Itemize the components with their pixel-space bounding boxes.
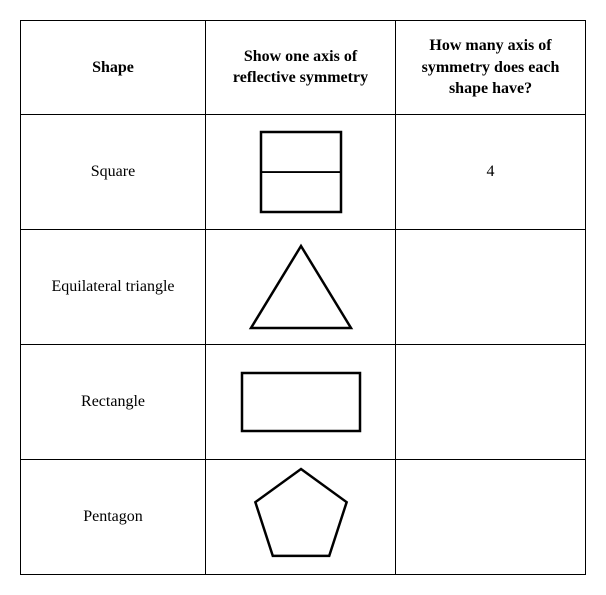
diagram-wrap bbox=[206, 460, 395, 574]
rectangle-icon bbox=[238, 369, 364, 435]
shape-name-cell: Rectangle bbox=[21, 344, 206, 459]
shape-diagram-cell bbox=[206, 114, 396, 229]
pentagon-icon bbox=[249, 465, 353, 569]
shape-diagram-cell bbox=[206, 229, 396, 344]
symmetry-count-cell bbox=[396, 459, 586, 574]
symmetry-count-cell: 4 bbox=[396, 114, 586, 229]
table-row: Pentagon bbox=[21, 459, 586, 574]
shape-diagram-cell bbox=[206, 459, 396, 574]
triangle-icon bbox=[247, 242, 355, 332]
header-shape: Shape bbox=[21, 21, 206, 115]
shape-name-cell: Pentagon bbox=[21, 459, 206, 574]
shape-name-cell: Square bbox=[21, 114, 206, 229]
header-axis: Show one axis of reflective symmetry bbox=[206, 21, 396, 115]
table-body: Square 4 Equilateral triangleRectanglePent… bbox=[21, 114, 586, 574]
symmetry-table: Shape Show one axis of reflective symmet… bbox=[20, 20, 586, 575]
symmetry-count-cell bbox=[396, 344, 586, 459]
diagram-wrap bbox=[206, 115, 395, 229]
shape-diagram-cell bbox=[206, 344, 396, 459]
table-row: Square 4 bbox=[21, 114, 586, 229]
diagram-wrap bbox=[206, 345, 395, 459]
header-row: Shape Show one axis of reflective symmet… bbox=[21, 21, 586, 115]
table-row: Equilateral triangle bbox=[21, 229, 586, 344]
header-count: How many axis of symmetry does each shap… bbox=[396, 21, 586, 115]
symmetry-count-cell bbox=[396, 229, 586, 344]
square-with-horizontal-axis-icon bbox=[257, 128, 345, 216]
shape-name-cell: Equilateral triangle bbox=[21, 229, 206, 344]
table-row: Rectangle bbox=[21, 344, 586, 459]
diagram-wrap bbox=[206, 230, 395, 344]
